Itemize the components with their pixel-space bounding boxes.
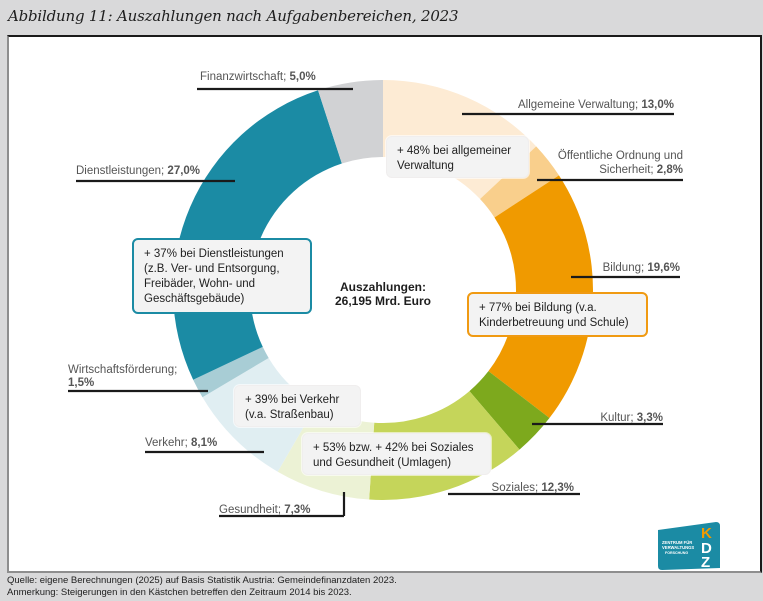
slice-label-value: 27,0% — [167, 165, 200, 177]
donut-slice-dienstleistungen — [172, 90, 342, 380]
slice-label-name: Finanzwirtschaft; — [200, 71, 289, 83]
slice-label-value: 1,5% — [68, 377, 94, 389]
slice-label-name: Bildung; — [603, 262, 648, 274]
source-note: Quelle: eigene Berechnungen (2025) auf B… — [7, 575, 397, 586]
annotation-verwaltung: + 48% bei allgemeiner Verwaltung — [386, 136, 529, 178]
slice-label-value: 12,3% — [541, 482, 574, 494]
slice-label: 1,5% — [68, 377, 94, 389]
slice-label-name: Allgemeine Verwaltung; — [518, 99, 641, 111]
slice-label: Verkehr; 8,1% — [145, 437, 217, 449]
slice-label: Sicherheit; 2,8% — [599, 164, 683, 176]
slice-label: Soziales; 12,3% — [492, 482, 574, 494]
slice-label: Öffentliche Ordnung und — [558, 150, 683, 162]
slice-label: Kultur; 3,3% — [600, 412, 663, 424]
annotation-line: Kinderbetreuung und Schule) — [479, 317, 629, 329]
logo-letter-d: D — [701, 540, 712, 557]
annotation-line: (z.B. Ver- und Entsorgung, — [144, 263, 280, 275]
annotation-line: Verwaltung — [397, 160, 454, 172]
logo-text-line: VERWALTUNGS — [662, 545, 694, 550]
slice-label-value: 13,0% — [641, 99, 674, 111]
leader-lines — [68, 87, 683, 518]
donut-slice-öffentliche-ordnung-und-sicherheit — [480, 146, 559, 218]
slice-label: Finanzwirtschaft; 5,0% — [200, 71, 316, 83]
slice-label: Allgemeine Verwaltung; 13,0% — [518, 99, 674, 111]
center-label-line1: Auszahlungen: — [340, 280, 426, 294]
slice-label-name: Gesundheit; — [219, 504, 284, 516]
donut-slice-wirtschaftsförderung — [193, 346, 269, 398]
logo-text-line: ZENTRUM FÜR — [662, 540, 692, 545]
annotation-soziales-gesundheit: + 53% bzw. + 42% bei Soziales und Gesund… — [302, 433, 491, 475]
slice-label-name: Öffentliche Ordnung und — [558, 150, 683, 162]
slice-label-value: 7,3% — [284, 504, 310, 516]
annotation-line: Geschäftsgebäude) — [144, 293, 245, 305]
remark-note: Anmerkung: Steigerungen in den Kästchen … — [7, 587, 352, 598]
annotation-line: und Gesundheit (Umlagen) — [313, 457, 452, 469]
slice-label-value: 19,6% — [647, 262, 680, 274]
annotation-bildung: + 77% bei Bildung (v.a. Kinderbetreuung … — [467, 292, 648, 337]
annotation-line: + 53% bzw. + 42% bei Soziales — [313, 442, 474, 454]
slice-label-value: 2,8% — [657, 164, 683, 176]
slice-label-name: Kultur; — [600, 412, 636, 424]
kdz-logo-icon: ZENTRUM FÜR VERWALTUNGS FORSCHUNG K D Z — [658, 522, 720, 570]
slice-label-name: Dienstleistungen; — [76, 165, 167, 177]
slice-label-name: Soziales; — [492, 482, 542, 494]
annotation-line: (v.a. Straßenbau) — [245, 409, 334, 421]
slice-label-value: 8,1% — [191, 437, 217, 449]
logo-badge — [658, 522, 720, 570]
slice-label-name: Sicherheit; — [599, 164, 657, 176]
figure-footer: Quelle: eigene Berechnungen (2025) auf B… — [7, 575, 397, 599]
donut-slice-kultur — [469, 371, 550, 450]
annotation-line: + 48% bei allgemeiner — [397, 145, 512, 157]
slice-labels: Allgemeine Verwaltung; 13,0% Öffentliche … — [68, 71, 683, 516]
figure-title: Abbildung 11: Auszahlungen nach Aufgaben… — [8, 7, 459, 25]
slice-label-name: Wirtschaftsförderung; — [68, 364, 177, 376]
annotation-line: + 77% bei Bildung (v.a. — [479, 302, 597, 314]
slice-label: Gesundheit; 7,3% — [219, 504, 310, 516]
slice-label-value: 3,3% — [637, 412, 663, 424]
logo-text-line: FORSCHUNG — [665, 551, 688, 555]
annotation-verkehr: + 39% bei Verkehr (v.a. Straßenbau) — [234, 385, 361, 427]
annotation-line: Freibäder, Wohn- und — [144, 278, 256, 290]
slice-label-name: Verkehr; — [145, 437, 191, 449]
annotation-dienstleistungen: + 37% bei Dienstleistungen (z.B. Ver- un… — [132, 238, 312, 314]
center-label-line2: 26,195 Mrd. Euro — [335, 294, 431, 308]
annotation-line: + 37% bei Dienstleistungen — [144, 248, 284, 260]
logo-letter-k: K — [701, 525, 712, 542]
donut-slice-finanzwirtschaft — [318, 80, 383, 164]
slice-label: Dienstleistungen; 27,0% — [76, 165, 200, 177]
slice-label: Bildung; 19,6% — [603, 262, 680, 274]
slice-label-value: 5,0% — [289, 71, 315, 83]
logo-letter-z: Z — [701, 554, 710, 570]
slice-label: Wirtschaftsförderung; — [68, 364, 177, 376]
annotation-line: + 39% bei Verkehr — [245, 394, 340, 406]
